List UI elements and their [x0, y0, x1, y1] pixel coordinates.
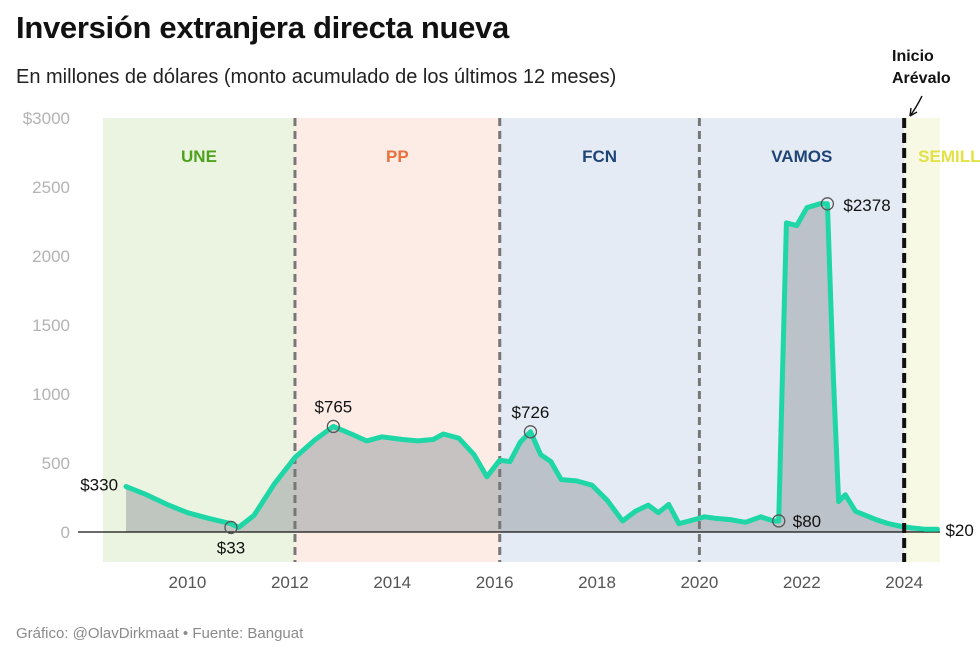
event-arrow: [909, 95, 923, 117]
event-marker: Inicio Arévalo: [892, 48, 951, 562]
chart-subtitle: En millones de dólares (monto acumulado …: [16, 66, 617, 88]
series-line-path: [123, 201, 940, 532]
area-fill: [126, 203, 938, 533]
y-tick-label: 500: [42, 454, 70, 473]
x-tick-label: 2012: [271, 573, 309, 592]
series-area: [126, 203, 938, 533]
annotation-marker: [820, 197, 835, 211]
x-tick-label: 2022: [783, 573, 821, 592]
period-label-une: UNE: [181, 147, 217, 166]
annotation-marker: [772, 514, 786, 528]
event-label-line2: Arévalo: [892, 70, 951, 87]
x-axis: 2010 2012 2014 2016 2018 2020 2022 2024: [169, 573, 924, 592]
series-line: [123, 201, 940, 532]
annotation-marker: [224, 520, 238, 535]
period-label-vamos: VAMOS: [771, 147, 832, 166]
y-tick-label: 0: [61, 523, 70, 542]
y-tick-label: 2500: [32, 178, 70, 197]
annotation-label: $765: [314, 397, 352, 416]
x-tick-label: 2018: [578, 573, 616, 592]
x-tick-label: 2020: [680, 573, 718, 592]
annotation-label: $2378: [843, 196, 890, 215]
event-label-line1: Inicio: [892, 48, 934, 65]
annotation-marker: [523, 425, 538, 439]
annotation-label: $726: [512, 403, 550, 422]
period-label-semilla: SEMILLA: [918, 147, 980, 166]
annotation-label: $330: [80, 475, 118, 494]
annotation-label: $20: [945, 521, 973, 540]
period-band-semilla: [904, 118, 940, 562]
x-tick-label: 2024: [885, 573, 923, 592]
chart-title: Inversión extranjera directa nueva: [16, 10, 509, 45]
period-boundaries: [293, 118, 701, 562]
source-note: Gráfico: @OlavDirkmaat • Fuente: Banguat: [16, 625, 304, 642]
y-tick-label: 1500: [32, 316, 70, 335]
period-label-pp: PP: [386, 147, 409, 166]
period-labels: UNE PP FCN VAMOS SEMILLA: [181, 147, 980, 166]
annotation-label: $33: [217, 538, 245, 557]
x-tick-label: 2014: [373, 573, 411, 592]
y-axis: $3000 2500 2000 1500 1000 500 0: [23, 109, 70, 542]
y-tick-label: 2000: [32, 247, 70, 266]
annotation-marker: [326, 419, 341, 434]
event-arrowhead: [909, 107, 918, 117]
data-annotations: $330 $33 $765 $726 $80 $2378 $20: [80, 196, 974, 558]
annotation-label: $80: [793, 512, 821, 531]
x-tick-label: 2010: [169, 573, 207, 592]
y-tick-label: $3000: [23, 109, 70, 128]
period-label-fcn: FCN: [582, 147, 617, 166]
x-tick-label: 2016: [476, 573, 514, 592]
y-tick-label: 1000: [32, 385, 70, 404]
